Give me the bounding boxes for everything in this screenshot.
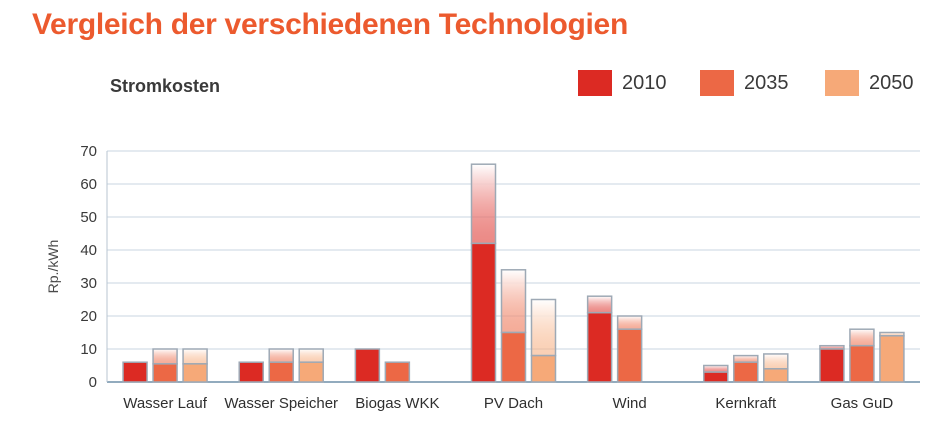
- chart-title: Stromkosten: [110, 76, 221, 96]
- bar-2035: [616, 328, 643, 383]
- legend-swatch-2035: [700, 70, 734, 96]
- bar-2010: [470, 242, 497, 383]
- legend-item-2010: 2010: [578, 70, 667, 96]
- bar-2010: [819, 348, 845, 383]
- legend-swatch-2050: [825, 70, 859, 96]
- x-tick-label: Gas GuD: [831, 395, 894, 412]
- bar-2050: [879, 335, 905, 383]
- legend-label-2010: 2010: [622, 71, 667, 94]
- bar-range-2050: [530, 298, 557, 357]
- legend-item-2050: 2050: [825, 70, 914, 96]
- bar-2050: [763, 368, 789, 383]
- legend-swatch-2010: [578, 70, 612, 96]
- y-tick-label: 20: [80, 308, 97, 325]
- x-tick-label: Biogas WKK: [355, 395, 439, 412]
- bar-range-2050: [298, 348, 324, 363]
- bar-range-2050: [182, 348, 208, 365]
- bar-2035: [152, 363, 178, 383]
- bar-2035: [268, 361, 294, 383]
- bar-range-2010: [586, 295, 613, 314]
- x-tick-label: Wasser Speicher: [224, 395, 338, 412]
- bar-2010: [122, 361, 148, 383]
- y-tick-label: 50: [80, 209, 97, 226]
- bar-2035: [733, 361, 759, 383]
- bar-range-2050: [763, 353, 789, 370]
- bar-2050: [298, 361, 324, 383]
- y-tick-label: 60: [80, 176, 97, 193]
- y-tick-label: 30: [80, 275, 97, 292]
- bar-range-2010: [470, 163, 497, 245]
- legend-label-2050: 2050: [869, 71, 914, 94]
- bar-2010: [586, 311, 613, 383]
- y-tick-label: 0: [89, 374, 97, 391]
- page-title: Vergleich der verschiedenen Technologien: [32, 8, 628, 41]
- x-tick-label: Kernkraft: [715, 395, 777, 412]
- bar-range-2035: [733, 354, 759, 363]
- legend-label-2035: 2035: [744, 71, 789, 94]
- bar-2035: [500, 331, 527, 383]
- bar-2050: [182, 363, 208, 383]
- x-tick-label: Wasser Lauf: [123, 395, 207, 412]
- bar-range-2035: [849, 328, 875, 347]
- bar-range-2035: [500, 269, 527, 334]
- x-tick-label: Wind: [613, 395, 647, 412]
- bar-range-2010: [703, 364, 729, 373]
- bar-2035: [849, 344, 875, 383]
- bar-2050: [530, 354, 557, 383]
- y-tick-label: 40: [80, 242, 97, 259]
- bar-range-2035: [268, 348, 294, 363]
- bar-2010: [354, 348, 381, 383]
- bar-range-2035: [152, 348, 178, 365]
- bar-2035: [384, 361, 411, 383]
- bar-2010: [703, 371, 729, 383]
- legend-item-2035: 2035: [700, 70, 789, 96]
- bar-2010: [238, 361, 264, 383]
- y-tick-label: 70: [80, 143, 97, 160]
- bar-range-2035: [616, 315, 643, 330]
- y-tick-label: 10: [80, 341, 97, 358]
- y-axis-label: Rp./kWh: [45, 240, 61, 294]
- x-tick-label: PV Dach: [484, 395, 543, 412]
